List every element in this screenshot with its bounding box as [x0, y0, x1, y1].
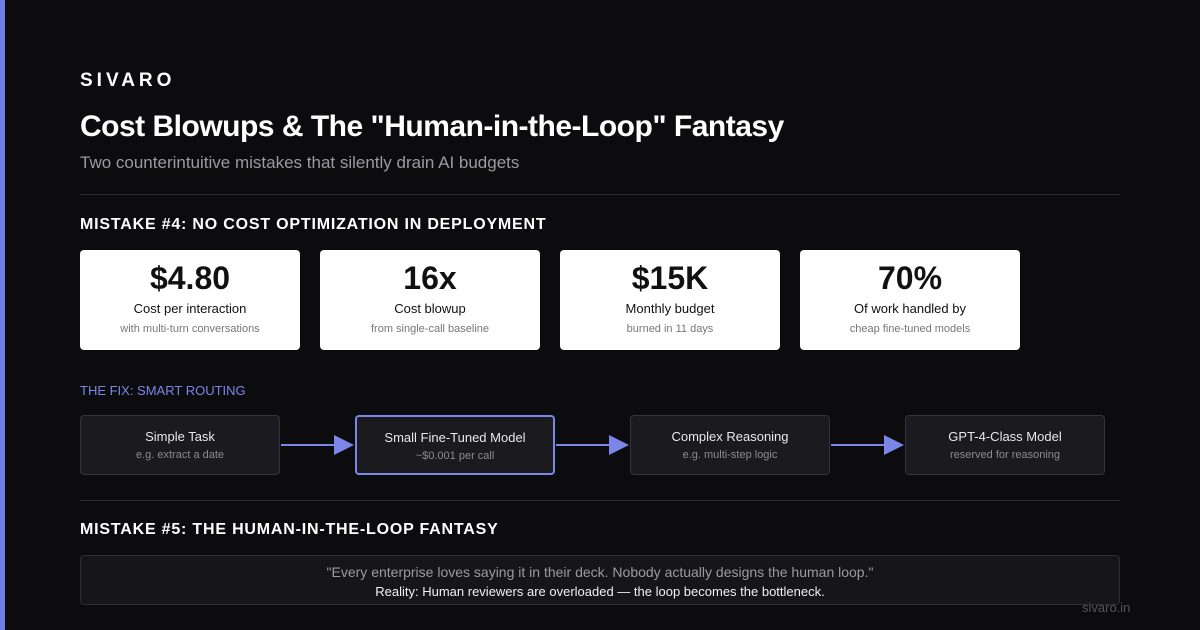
stat-label: Of work handled by: [853, 301, 966, 316]
stat-card: 70% Of work handled by cheap fine-tuned mo…: [800, 250, 1020, 350]
title: Cost Blowups & The "Human-in-the-Loop" F…: [80, 110, 784, 143]
node-title: Small Fine-Tuned Model: [384, 430, 526, 445]
node-title: Simple Task: [145, 429, 215, 444]
stat-value: $4.80: [149, 260, 231, 296]
node-sub: e.g. multi-step logic: [682, 449, 778, 461]
node-sub: reserved for reasoning: [949, 449, 1061, 461]
divider: [80, 194, 1120, 195]
node-title: GPT-4-Class Model: [948, 429, 1062, 444]
flow-node: GPT-4-Class Model reserved for reasoning: [905, 415, 1105, 475]
accent-bar: [0, 0, 5, 630]
stat-note: with multi-turn conversations: [120, 323, 260, 335]
stat-value: 16x: [403, 260, 457, 296]
flow-node: Complex Reasoning e.g. multi-step logic: [630, 415, 830, 475]
node-title: Complex Reasoning: [671, 429, 789, 444]
flow-node: Small Fine-Tuned Model ~$0.001 per call: [355, 415, 555, 475]
subtitle: Two counterintuitive mistakes that silen…: [80, 153, 520, 172]
fix-heading: THE FIX: SMART ROUTING: [80, 383, 246, 398]
stat-note: burned in 11 days: [626, 323, 714, 335]
footer: sivaro.in: [1082, 600, 1131, 615]
stat-value: 70%: [877, 260, 943, 296]
stat-card: $4.80 Cost per interaction with multi-turn…: [80, 250, 300, 350]
stat-card: 16x Cost blowup from single-call baseline: [320, 250, 540, 350]
stat-card: $15K Monthly budget burned in 11 days: [560, 250, 780, 350]
divider: [80, 500, 1120, 501]
quote-box: "Every enterprise loves saying it in the…: [80, 555, 1120, 605]
stat-label: Monthly budget: [625, 301, 715, 316]
reality: Reality: Human reviewers are overloaded …: [375, 584, 825, 599]
stat-value: $15K: [631, 260, 709, 296]
node-sub: ~$0.001 per call: [415, 450, 495, 462]
brand: SIVARO: [80, 70, 176, 91]
stat-label: Cost per interaction: [133, 301, 247, 316]
stat-note: from single-call baseline: [371, 323, 489, 335]
section-heading: MISTAKE #5: THE HUMAN-IN-THE-LOOP FANTAS…: [80, 521, 499, 538]
quote: "Every enterprise loves saying it in the…: [326, 564, 874, 580]
flow-node: Simple Task e.g. extract a date: [80, 415, 280, 475]
stat-label: Cost blowup: [394, 301, 466, 316]
node-sub: e.g. extract a date: [135, 449, 225, 461]
section-heading: MISTAKE #4: NO COST OPTIMIZATION IN DEPL…: [80, 216, 547, 233]
stat-note: cheap fine-tuned models: [849, 323, 971, 335]
